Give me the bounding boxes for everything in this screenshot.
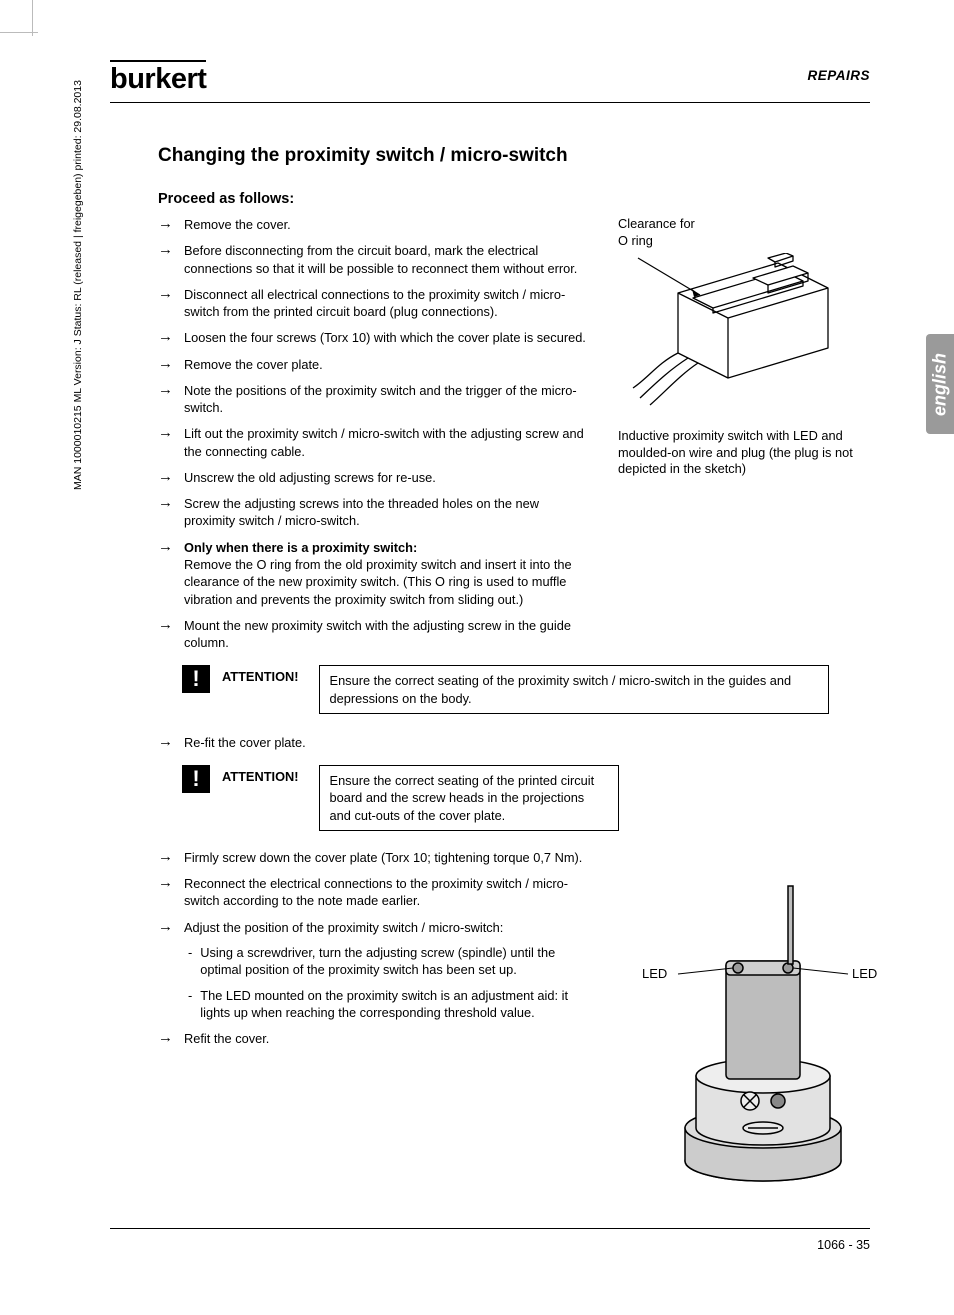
- header-rule: [110, 102, 870, 103]
- step-text: Before disconnecting from the circuit bo…: [184, 242, 588, 277]
- step-text: Re-fit the cover plate.: [184, 734, 588, 751]
- step-item: → Before disconnecting from the circuit b…: [158, 242, 588, 277]
- step-bold-body: Remove the O ring from the old proximity…: [184, 557, 572, 607]
- arrow-icon: →: [158, 469, 174, 486]
- arrow-icon: →: [158, 539, 174, 556]
- arrow-icon: →: [158, 242, 174, 259]
- fig1-label2: O ring: [618, 233, 878, 250]
- section-label: REPAIRS: [807, 68, 870, 83]
- language-tab: english: [926, 334, 954, 434]
- step-text: Remove the cover plate.: [184, 356, 588, 373]
- step-item: → Screw the adjusting screws into the thr…: [158, 495, 588, 530]
- step-item-bold: → Only when there is a proximity switch: R…: [158, 539, 588, 608]
- step-final: → Refit the cover.: [158, 1030, 588, 1047]
- step-item: → Re-fit the cover plate.: [158, 734, 588, 751]
- step-item: → Loosen the four screws (Torx 10) with w…: [158, 329, 588, 346]
- arrow-icon: →: [158, 382, 174, 399]
- steps-list-b: → Firmly screw down the cover plate (Torx…: [158, 849, 588, 936]
- step-text: Refit the cover.: [184, 1030, 588, 1047]
- arrow-icon: →: [158, 425, 174, 442]
- attention-text-box: Ensure the correct seating of the proxim…: [319, 665, 829, 714]
- figure-device-top: LED LED: [638, 866, 888, 1189]
- arrow-icon: →: [158, 1030, 174, 1047]
- arrow-icon: →: [158, 286, 174, 303]
- sub-step-text: Using a screwdriver, turn the adjusting …: [200, 944, 590, 979]
- attention-block-1: ! ATTENTION! Ensure the correct seating …: [158, 665, 870, 714]
- proximity-switch-drawing: [618, 253, 838, 413]
- fig1-caption: Inductive proximity switch with LED and …: [618, 428, 878, 478]
- step-text: Mount the new proximity switch with the …: [184, 617, 588, 652]
- step-item: → Lift out the proximity switch / micro-s…: [158, 425, 588, 460]
- step-item: → Remove the cover plate.: [158, 356, 588, 373]
- led-label-left: LED: [642, 966, 667, 981]
- attention-label: ATTENTION!: [222, 765, 299, 784]
- step-text: Disconnect all electrical connections to…: [184, 286, 588, 321]
- steps-list-a: → Remove the cover. → Before disconnecting…: [158, 216, 588, 651]
- dash-icon: -: [188, 944, 192, 979]
- step-bold-lead: Only when there is a proximity switch:: [184, 540, 417, 555]
- footer-rule: [110, 1228, 870, 1229]
- attention-block-2: ! ATTENTION! Ensure the correct seating …: [158, 765, 870, 831]
- arrow-icon: →: [158, 734, 174, 751]
- led-label-right: LED: [852, 966, 877, 981]
- step-item: → Disconnect all electrical connections t…: [158, 286, 588, 321]
- step-item: → Firmly screw down the cover plate (Torx…: [158, 849, 588, 866]
- step-text: Firmly screw down the cover plate (Torx …: [184, 849, 588, 866]
- step-item: → Unscrew the old adjusting screws for re…: [158, 469, 588, 486]
- arrow-icon: →: [158, 617, 174, 634]
- step-refit: → Re-fit the cover plate.: [158, 734, 588, 751]
- page-subtitle: Proceed as follows:: [158, 191, 870, 207]
- step-item: → Remove the cover.: [158, 216, 588, 233]
- arrow-icon: →: [158, 849, 174, 866]
- arrow-icon: →: [158, 919, 174, 936]
- step-item: → Adjust the position of the proximity sw…: [158, 919, 588, 936]
- fig1-label1: Clearance for: [618, 216, 878, 233]
- arrow-icon: →: [158, 495, 174, 512]
- step-text: Only when there is a proximity switch: Re…: [184, 539, 588, 608]
- attention-label: ATTENTION!: [222, 665, 299, 684]
- page-body: burkert REPAIRS Changing the proximity s…: [110, 60, 870, 1047]
- attention-text-box: Ensure the correct seating of the printe…: [319, 765, 619, 831]
- step-text: Loosen the four screws (Torx 10) with wh…: [184, 329, 588, 346]
- step-item: → Note the positions of the proximity swi…: [158, 382, 588, 417]
- page-title: Changing the proximity switch / micro-sw…: [158, 145, 870, 167]
- attention-icon: !: [182, 765, 210, 793]
- step-text: Unscrew the old adjusting screws for re-…: [184, 469, 588, 486]
- dash-icon: -: [188, 987, 192, 1022]
- arrow-icon: →: [158, 875, 174, 892]
- figure-proximity-switch: Clearance for O ring: [618, 216, 878, 478]
- corner-mark-v: [32, 0, 38, 36]
- arrow-icon: →: [158, 216, 174, 233]
- step-item: → Mount the new proximity switch with the…: [158, 617, 588, 652]
- step-text: Note the positions of the proximity swit…: [184, 382, 588, 417]
- page-number: 1066 - 35: [817, 1238, 870, 1252]
- content-area: Clearance for O ring: [158, 216, 870, 1047]
- step-text: Screw the adjusting screws into the thre…: [184, 495, 588, 530]
- step-item: → Reconnect the electrical connections to…: [158, 875, 588, 910]
- step-item: → Refit the cover.: [158, 1030, 588, 1047]
- device-drawing: LED LED: [638, 866, 888, 1186]
- arrow-icon: →: [158, 356, 174, 373]
- brand-logo: burkert: [110, 60, 206, 96]
- step-text: Reconnect the electrical connections to …: [184, 875, 588, 910]
- arrow-icon: →: [158, 329, 174, 346]
- attention-icon: !: [182, 665, 210, 693]
- step-text: Lift out the proximity switch / micro-sw…: [184, 425, 588, 460]
- sub-step-text: The LED mounted on the proximity switch …: [200, 987, 590, 1022]
- document-id: MAN 1000010215 ML Version: J Status: RL …: [72, 20, 84, 490]
- step-text: Adjust the position of the proximity swi…: [184, 919, 588, 936]
- step-text: Remove the cover.: [184, 216, 588, 233]
